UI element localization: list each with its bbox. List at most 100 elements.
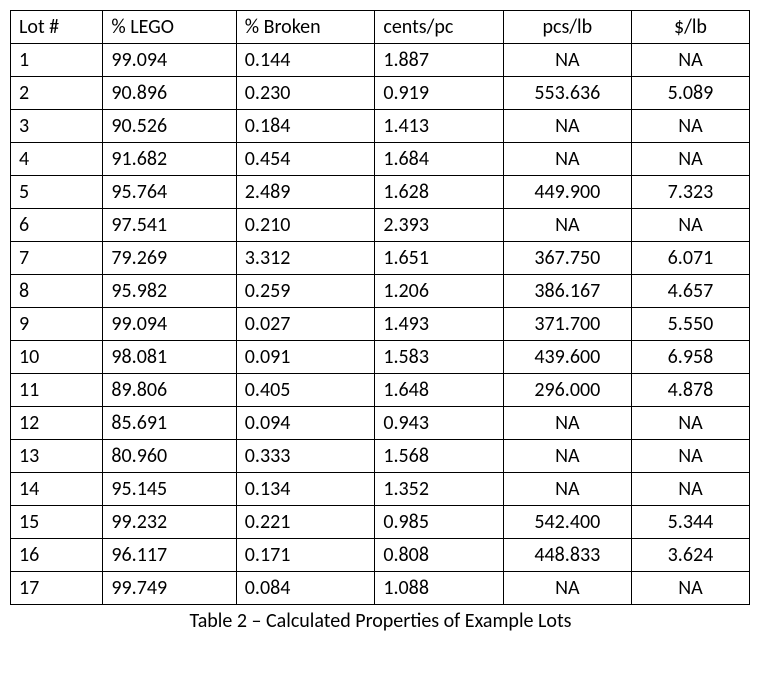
table-cell: 11 xyxy=(11,374,103,407)
table-cell: 16 xyxy=(11,539,103,572)
table-cell: NA xyxy=(631,572,749,605)
header-dollar: $/lb xyxy=(631,11,749,44)
table-cell: NA xyxy=(631,407,749,440)
table-cell: NA xyxy=(503,407,631,440)
table-cell: 0.454 xyxy=(236,143,375,176)
table-row: 1799.7490.0841.088NANA xyxy=(11,572,750,605)
table-cell: 296.000 xyxy=(503,374,631,407)
table-cell: 99.749 xyxy=(103,572,236,605)
header-pcs: pcs/lb xyxy=(503,11,631,44)
table-cell: 17 xyxy=(11,572,103,605)
table-cell: 97.541 xyxy=(103,209,236,242)
header-cents: cents/pc xyxy=(375,11,503,44)
table-cell: 95.982 xyxy=(103,275,236,308)
table-cell: 4.657 xyxy=(631,275,749,308)
table-row: 491.6820.4541.684NANA xyxy=(11,143,750,176)
table-cell: 553.636 xyxy=(503,77,631,110)
table-cell: 85.691 xyxy=(103,407,236,440)
table-cell: NA xyxy=(631,143,749,176)
table-row: 199.0940.1441.887NANA xyxy=(11,44,750,77)
table-cell: 6.071 xyxy=(631,242,749,275)
table-cell: NA xyxy=(503,209,631,242)
table-cell: 91.682 xyxy=(103,143,236,176)
table-cell: 13 xyxy=(11,440,103,473)
table-cell: 3 xyxy=(11,110,103,143)
table-cell: 5.089 xyxy=(631,77,749,110)
table-cell: 449.900 xyxy=(503,176,631,209)
table-body: 199.0940.1441.887NANA290.8960.2300.91955… xyxy=(11,44,750,605)
header-lego: % LEGO xyxy=(103,11,236,44)
table-cell: 1.352 xyxy=(375,473,503,506)
table-cell: 95.764 xyxy=(103,176,236,209)
table-row: 1380.9600.3331.568NANA xyxy=(11,440,750,473)
lego-lot-table: Lot # % LEGO % Broken cents/pc pcs/lb $/… xyxy=(10,10,750,605)
table-cell: 1.493 xyxy=(375,308,503,341)
table-cell: 0.027 xyxy=(236,308,375,341)
table-row: 1098.0810.0911.583439.6006.958 xyxy=(11,341,750,374)
table-cell: 1.088 xyxy=(375,572,503,605)
table-cell: 98.081 xyxy=(103,341,236,374)
table-cell: 1.413 xyxy=(375,110,503,143)
table-cell: 4 xyxy=(11,143,103,176)
table-cell: NA xyxy=(503,143,631,176)
table-row: 595.7642.4891.628449.9007.323 xyxy=(11,176,750,209)
table-header-row: Lot # % LEGO % Broken cents/pc pcs/lb $/… xyxy=(11,11,750,44)
table-cell: 0.171 xyxy=(236,539,375,572)
table-cell: 9 xyxy=(11,308,103,341)
table-cell: 10 xyxy=(11,341,103,374)
table-cell: 6.958 xyxy=(631,341,749,374)
table-row: 697.5410.2102.393NANA xyxy=(11,209,750,242)
table-cell: 0.333 xyxy=(236,440,375,473)
table-cell: 0.091 xyxy=(236,341,375,374)
table-cell: 1.648 xyxy=(375,374,503,407)
table-cell: 439.600 xyxy=(503,341,631,374)
table-row: 390.5260.1841.413NANA xyxy=(11,110,750,143)
table-row: 1285.6910.0940.943NANA xyxy=(11,407,750,440)
table-cell: NA xyxy=(503,473,631,506)
table-cell: NA xyxy=(631,440,749,473)
table-row: 1599.2320.2210.985542.4005.344 xyxy=(11,506,750,539)
table-cell: 2.393 xyxy=(375,209,503,242)
table-row: 779.2693.3121.651367.7506.071 xyxy=(11,242,750,275)
table-cell: 2.489 xyxy=(236,176,375,209)
table-row: 290.8960.2300.919553.6365.089 xyxy=(11,77,750,110)
table-cell: 0.221 xyxy=(236,506,375,539)
table-cell: 542.400 xyxy=(503,506,631,539)
table-cell: 1.887 xyxy=(375,44,503,77)
table-cell: NA xyxy=(631,44,749,77)
table-cell: 367.750 xyxy=(503,242,631,275)
table-cell: 5.344 xyxy=(631,506,749,539)
table-cell: 1.583 xyxy=(375,341,503,374)
table-cell: NA xyxy=(503,572,631,605)
table-cell: 371.700 xyxy=(503,308,631,341)
table-cell: 386.167 xyxy=(503,275,631,308)
header-lot: Lot # xyxy=(11,11,103,44)
table-cell: 90.526 xyxy=(103,110,236,143)
table-cell: NA xyxy=(631,473,749,506)
table-cell: 99.094 xyxy=(103,44,236,77)
table-cell: 90.896 xyxy=(103,77,236,110)
table-cell: NA xyxy=(631,110,749,143)
table-cell: 0.084 xyxy=(236,572,375,605)
table-row: 1495.1450.1341.352NANA xyxy=(11,473,750,506)
table-cell: 95.145 xyxy=(103,473,236,506)
table-cell: 3.624 xyxy=(631,539,749,572)
table-cell: 4.878 xyxy=(631,374,749,407)
table-cell: 0.943 xyxy=(375,407,503,440)
table-cell: 1 xyxy=(11,44,103,77)
table-cell: NA xyxy=(503,440,631,473)
table-cell: 0.134 xyxy=(236,473,375,506)
table-cell: 14 xyxy=(11,473,103,506)
table-cell: 1.628 xyxy=(375,176,503,209)
table-row: 999.0940.0271.493371.7005.550 xyxy=(11,308,750,341)
table-cell: 1.651 xyxy=(375,242,503,275)
table-cell: 0.985 xyxy=(375,506,503,539)
table-cell: 3.312 xyxy=(236,242,375,275)
header-broken: % Broken xyxy=(236,11,375,44)
table-cell: 0.919 xyxy=(375,77,503,110)
table-cell: 0.808 xyxy=(375,539,503,572)
table-cell: 0.405 xyxy=(236,374,375,407)
table-cell: 7 xyxy=(11,242,103,275)
table-cell: 79.269 xyxy=(103,242,236,275)
table-cell: NA xyxy=(503,110,631,143)
